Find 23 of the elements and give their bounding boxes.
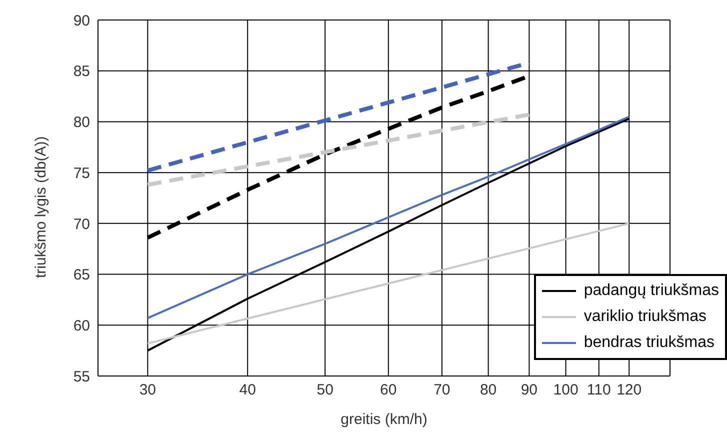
y-tick-label: 80 (73, 114, 90, 132)
y-tick-label: 75 (73, 164, 90, 182)
x-axis-title: greitis (km/h) (340, 411, 428, 428)
y-tick-label: 90 (73, 12, 90, 30)
legend-label: variklio triukšmas (584, 308, 706, 326)
y-tick-label: 70 (73, 216, 90, 233)
x-tick-label: 120 (616, 382, 642, 399)
x-tick-label: 100 (553, 382, 578, 399)
x-tick-label: 90 (520, 382, 538, 399)
x-tick-label: 80 (480, 382, 497, 399)
y-tick-label: 60 (73, 317, 90, 334)
y-tick-label: 55 (73, 368, 90, 386)
y-tick-label: 85 (73, 63, 90, 80)
x-tick-label: 50 (316, 382, 334, 399)
legend-label: bendras triukšmas (584, 334, 715, 352)
x-tick-label: 60 (380, 382, 397, 399)
x-tick-label: 70 (434, 382, 450, 399)
y-tick-label: 65 (73, 266, 90, 284)
x-tick-label: 40 (239, 382, 256, 399)
y-axis-title: triukšmo lygis (db(A)) (32, 136, 50, 278)
x-tick-label: 110 (586, 382, 611, 399)
legend-label: padangų triukšmas (584, 282, 719, 300)
x-tick-label: 30 (139, 382, 156, 399)
